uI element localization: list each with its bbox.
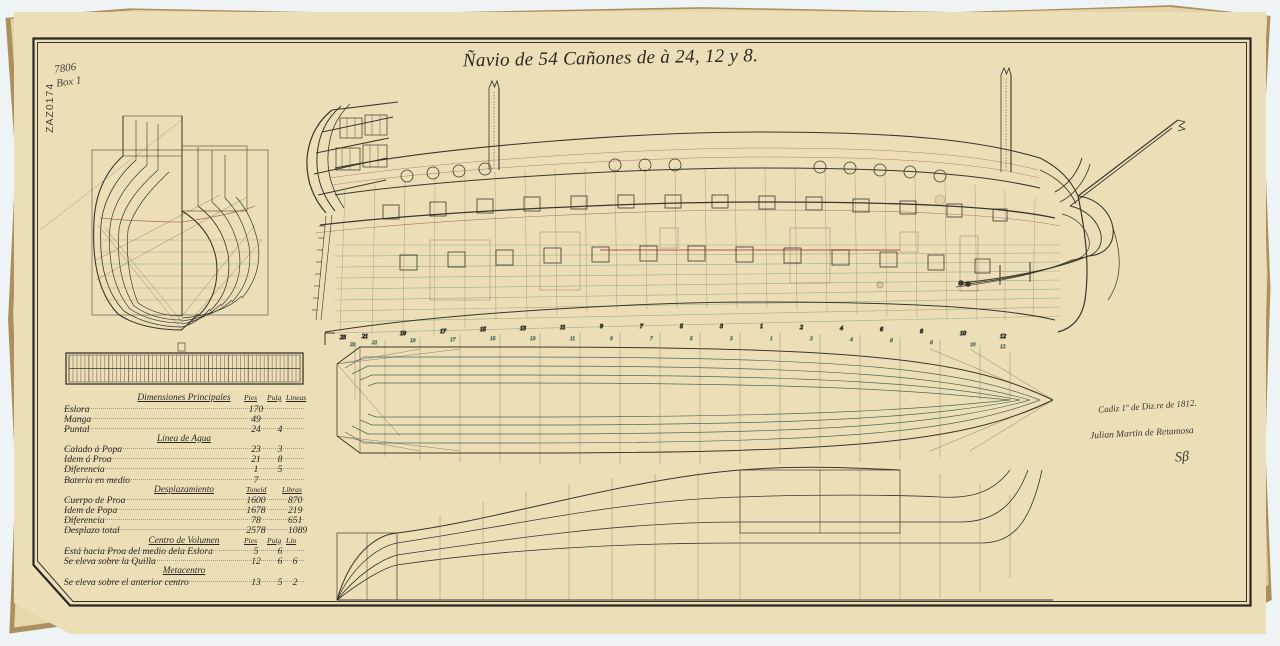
svg-text:12: 12 [1000, 334, 1006, 340]
svg-text:3: 3 [719, 324, 723, 330]
svg-text:17: 17 [440, 329, 447, 335]
svg-text:19: 19 [400, 331, 406, 337]
svg-text:3: 3 [729, 336, 733, 342]
svg-text:9: 9 [610, 336, 613, 342]
svg-text:15: 15 [480, 327, 486, 333]
svg-text:19: 19 [410, 338, 416, 344]
svg-text:8: 8 [930, 340, 933, 346]
svg-text:6: 6 [890, 338, 893, 344]
svg-text:21: 21 [372, 340, 378, 346]
svg-text:10: 10 [960, 331, 966, 337]
svg-text:21: 21 [362, 334, 368, 340]
svg-text:17: 17 [450, 337, 456, 343]
svg-text:6: 6 [880, 327, 883, 333]
svg-text:23: 23 [340, 335, 346, 341]
svg-text:1: 1 [770, 336, 773, 342]
svg-text:12: 12 [1000, 344, 1006, 350]
svg-text:13: 13 [520, 326, 526, 332]
svg-text:5: 5 [690, 336, 693, 342]
svg-text:1: 1 [760, 324, 763, 330]
svg-text:7: 7 [640, 324, 644, 330]
svg-text:10: 10 [970, 342, 976, 348]
svg-text:23: 23 [350, 342, 356, 348]
svg-text:4: 4 [850, 336, 853, 343]
svg-text:2: 2 [810, 336, 813, 342]
svg-text:11: 11 [570, 336, 575, 342]
svg-text:7: 7 [650, 336, 653, 342]
svg-text:8: 8 [920, 329, 923, 335]
svg-text:15: 15 [490, 336, 496, 342]
svg-text:2: 2 [800, 325, 803, 331]
svg-text:13: 13 [530, 336, 536, 342]
svg-text:9: 9 [600, 324, 603, 330]
svg-text:5: 5 [680, 324, 683, 330]
svg-text:4: 4 [840, 325, 843, 332]
svg-text:11: 11 [560, 325, 566, 331]
